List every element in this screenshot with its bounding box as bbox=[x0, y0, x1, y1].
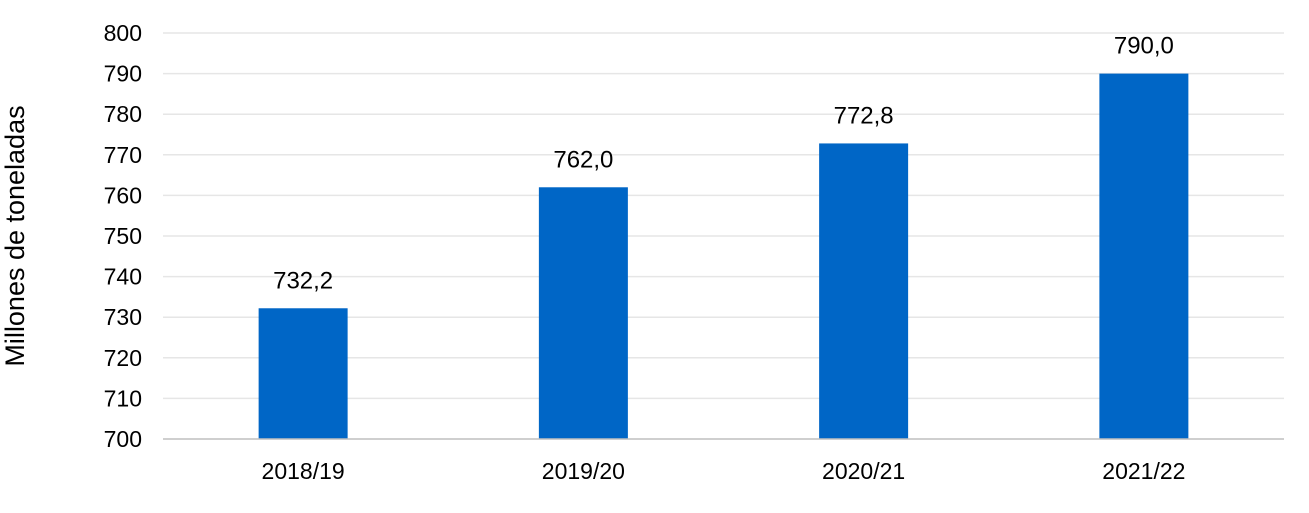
y-tick-label: 710 bbox=[104, 385, 142, 411]
x-tick-label: 2019/20 bbox=[542, 458, 625, 484]
y-axis-ticks: 700 710 720 730 740 750 760 770 780 790 800 bbox=[104, 20, 142, 452]
bar bbox=[819, 143, 909, 439]
bar-value-label: 732,2 bbox=[273, 267, 333, 294]
y-tick-label: 790 bbox=[104, 61, 142, 87]
y-tick-label: 740 bbox=[104, 264, 142, 290]
bars bbox=[258, 73, 1189, 439]
y-tick-label: 750 bbox=[104, 223, 142, 249]
bar-value-label: 772,8 bbox=[834, 102, 894, 129]
bar bbox=[258, 308, 348, 439]
y-tick-label: 730 bbox=[104, 304, 142, 330]
gridlines bbox=[163, 32, 1284, 400]
y-tick-label: 720 bbox=[104, 345, 142, 371]
y-tick-label: 760 bbox=[104, 182, 142, 208]
bar-data-labels: 732,2 762,0 772,8 790,0 bbox=[273, 33, 1174, 295]
x-tick-label: 2021/22 bbox=[1102, 458, 1185, 484]
bar bbox=[1099, 73, 1189, 439]
y-tick-label: 780 bbox=[104, 101, 142, 127]
y-tick-label: 800 bbox=[104, 20, 142, 46]
y-axis-label: Millones de toneladas bbox=[0, 105, 30, 366]
bar bbox=[538, 187, 628, 439]
bar-value-label: 762,0 bbox=[553, 146, 613, 173]
x-tick-label: 2020/21 bbox=[822, 458, 905, 484]
x-tick-label: 2018/19 bbox=[262, 458, 345, 484]
y-tick-label: 770 bbox=[104, 142, 142, 168]
x-axis-ticks: 2018/19 2019/20 2020/21 2021/22 bbox=[262, 458, 1186, 484]
bar-value-label: 790,0 bbox=[1114, 33, 1174, 60]
y-tick-label: 700 bbox=[104, 426, 142, 452]
